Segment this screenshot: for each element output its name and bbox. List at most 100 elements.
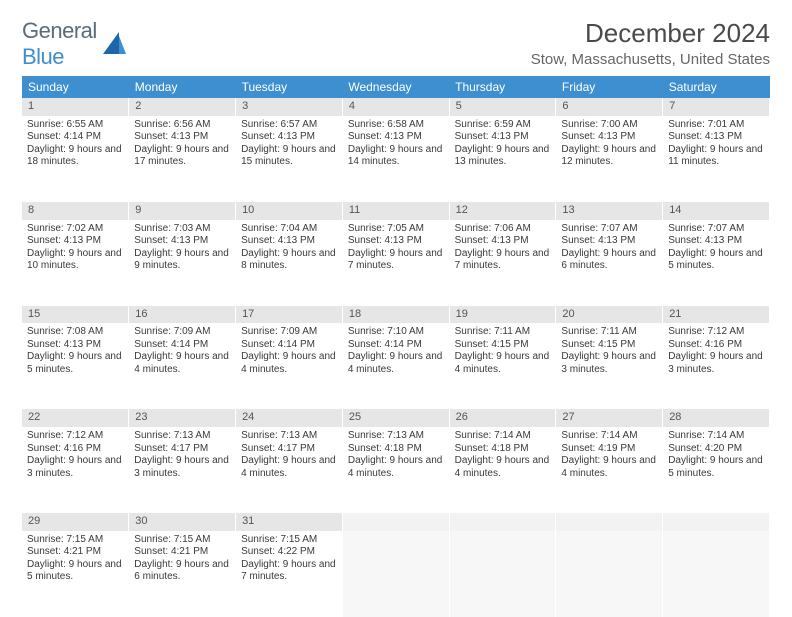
weekday-header: Monday: [129, 76, 236, 98]
day-number-cell: 21: [663, 306, 770, 324]
day-number-cell: 15: [22, 306, 129, 324]
day-cell: Sunrise: 6:58 AMSunset: 4:13 PMDaylight:…: [342, 116, 449, 202]
day-number-cell: 5: [449, 98, 556, 116]
day-number-cell: 26: [449, 409, 556, 427]
day-cell: Sunrise: 7:14 AMSunset: 4:18 PMDaylight:…: [449, 427, 556, 513]
sunset-line: Sunset: 4:22 PM: [241, 546, 337, 559]
sunset-line: Sunset: 4:13 PM: [348, 131, 444, 144]
sunset-line: Sunset: 4:13 PM: [455, 131, 551, 144]
weekday-header: Friday: [556, 76, 663, 98]
daylight-line: Daylight: 9 hours and 14 minutes.: [348, 144, 444, 169]
header: General Blue December 2024 Stow, Massach…: [22, 18, 770, 70]
day-number-cell: 8: [22, 202, 129, 220]
sunset-line: Sunset: 4:14 PM: [134, 339, 230, 352]
day-number-cell: 27: [556, 409, 663, 427]
daylight-line: Daylight: 9 hours and 5 minutes.: [27, 351, 123, 376]
daylight-line: Daylight: 9 hours and 3 minutes.: [668, 351, 764, 376]
day-number-cell: 31: [236, 513, 343, 531]
day-cell: Sunrise: 7:15 AMSunset: 4:22 PMDaylight:…: [236, 531, 343, 617]
day-number-cell: 28: [663, 409, 770, 427]
logo-part1: General: [22, 18, 97, 43]
sunrise-line: Sunrise: 7:01 AM: [668, 119, 764, 132]
daylight-line: Daylight: 9 hours and 5 minutes.: [27, 559, 123, 584]
sunset-line: Sunset: 4:13 PM: [27, 235, 123, 248]
sunset-line: Sunset: 4:13 PM: [668, 131, 764, 144]
daylight-line: Daylight: 9 hours and 7 minutes.: [241, 559, 337, 584]
sunset-line: Sunset: 4:18 PM: [348, 443, 444, 456]
day-cell: Sunrise: 6:57 AMSunset: 4:13 PMDaylight:…: [236, 116, 343, 202]
day-number-cell: 19: [449, 306, 556, 324]
day-cell: [449, 531, 556, 617]
daylight-line: Daylight: 9 hours and 10 minutes.: [27, 248, 123, 273]
day-cell: Sunrise: 7:14 AMSunset: 4:20 PMDaylight:…: [663, 427, 770, 513]
sunset-line: Sunset: 4:13 PM: [134, 131, 230, 144]
day-content-row: Sunrise: 7:02 AMSunset: 4:13 PMDaylight:…: [22, 220, 770, 306]
day-cell: Sunrise: 7:15 AMSunset: 4:21 PMDaylight:…: [22, 531, 129, 617]
daylight-line: Daylight: 9 hours and 4 minutes.: [455, 455, 551, 480]
sunset-line: Sunset: 4:21 PM: [27, 546, 123, 559]
day-content-row: Sunrise: 7:12 AMSunset: 4:16 PMDaylight:…: [22, 427, 770, 513]
logo-text: General Blue: [22, 18, 97, 70]
day-number-cell: [449, 513, 556, 531]
sunrise-line: Sunrise: 7:14 AM: [668, 430, 764, 443]
day-cell: Sunrise: 7:05 AMSunset: 4:13 PMDaylight:…: [342, 220, 449, 306]
day-cell: [342, 531, 449, 617]
day-number-cell: [342, 513, 449, 531]
day-number-cell: 24: [236, 409, 343, 427]
day-number-cell: 14: [663, 202, 770, 220]
daylight-line: Daylight: 9 hours and 11 minutes.: [668, 144, 764, 169]
sunset-line: Sunset: 4:18 PM: [455, 443, 551, 456]
sunrise-line: Sunrise: 7:08 AM: [27, 326, 123, 339]
day-number-cell: 11: [342, 202, 449, 220]
day-cell: Sunrise: 7:03 AMSunset: 4:13 PMDaylight:…: [129, 220, 236, 306]
sunset-line: Sunset: 4:15 PM: [561, 339, 657, 352]
day-number-cell: 9: [129, 202, 236, 220]
sunrise-line: Sunrise: 7:09 AM: [241, 326, 337, 339]
daylight-line: Daylight: 9 hours and 7 minutes.: [348, 248, 444, 273]
location-subtitle: Stow, Massachusetts, United States: [531, 51, 770, 68]
day-cell: Sunrise: 7:13 AMSunset: 4:17 PMDaylight:…: [236, 427, 343, 513]
sunrise-line: Sunrise: 7:12 AM: [668, 326, 764, 339]
day-number-cell: 20: [556, 306, 663, 324]
day-content-row: Sunrise: 6:55 AMSunset: 4:14 PMDaylight:…: [22, 116, 770, 202]
page-title: December 2024: [531, 18, 770, 49]
daylight-line: Daylight: 9 hours and 3 minutes.: [27, 455, 123, 480]
weekday-header-row: SundayMondayTuesdayWednesdayThursdayFrid…: [22, 76, 770, 98]
sunrise-line: Sunrise: 7:15 AM: [241, 534, 337, 547]
day-number-cell: 7: [663, 98, 770, 116]
daylight-line: Daylight: 9 hours and 4 minutes.: [455, 351, 551, 376]
day-cell: Sunrise: 7:11 AMSunset: 4:15 PMDaylight:…: [556, 323, 663, 409]
day-cell: Sunrise: 6:56 AMSunset: 4:13 PMDaylight:…: [129, 116, 236, 202]
daylight-line: Daylight: 9 hours and 3 minutes.: [561, 351, 657, 376]
weekday-header: Wednesday: [342, 76, 449, 98]
day-cell: Sunrise: 7:10 AMSunset: 4:14 PMDaylight:…: [342, 323, 449, 409]
sunrise-line: Sunrise: 6:59 AM: [455, 119, 551, 132]
day-number-row: 1234567: [22, 98, 770, 116]
sunrise-line: Sunrise: 7:14 AM: [561, 430, 657, 443]
sunset-line: Sunset: 4:21 PM: [134, 546, 230, 559]
sunrise-line: Sunrise: 7:11 AM: [561, 326, 657, 339]
calendar-body: 1234567Sunrise: 6:55 AMSunset: 4:14 PMDa…: [22, 98, 770, 617]
sunset-line: Sunset: 4:13 PM: [455, 235, 551, 248]
logo: General Blue: [22, 18, 127, 70]
day-number-cell: [556, 513, 663, 531]
calendar-table: SundayMondayTuesdayWednesdayThursdayFrid…: [22, 76, 770, 617]
day-cell: [556, 531, 663, 617]
day-number-cell: 18: [342, 306, 449, 324]
sunrise-line: Sunrise: 7:04 AM: [241, 223, 337, 236]
sunrise-line: Sunrise: 7:11 AM: [455, 326, 551, 339]
sunrise-line: Sunrise: 7:13 AM: [348, 430, 444, 443]
sunrise-line: Sunrise: 6:57 AM: [241, 119, 337, 132]
sunrise-line: Sunrise: 7:13 AM: [241, 430, 337, 443]
day-cell: Sunrise: 7:09 AMSunset: 4:14 PMDaylight:…: [129, 323, 236, 409]
day-cell: Sunrise: 7:06 AMSunset: 4:13 PMDaylight:…: [449, 220, 556, 306]
daylight-line: Daylight: 9 hours and 12 minutes.: [561, 144, 657, 169]
daylight-line: Daylight: 9 hours and 4 minutes.: [241, 351, 337, 376]
sunset-line: Sunset: 4:20 PM: [668, 443, 764, 456]
day-number-cell: 22: [22, 409, 129, 427]
daylight-line: Daylight: 9 hours and 13 minutes.: [455, 144, 551, 169]
day-number-row: 22232425262728: [22, 409, 770, 427]
day-number-row: 293031: [22, 513, 770, 531]
sunrise-line: Sunrise: 7:07 AM: [668, 223, 764, 236]
sunset-line: Sunset: 4:19 PM: [561, 443, 657, 456]
